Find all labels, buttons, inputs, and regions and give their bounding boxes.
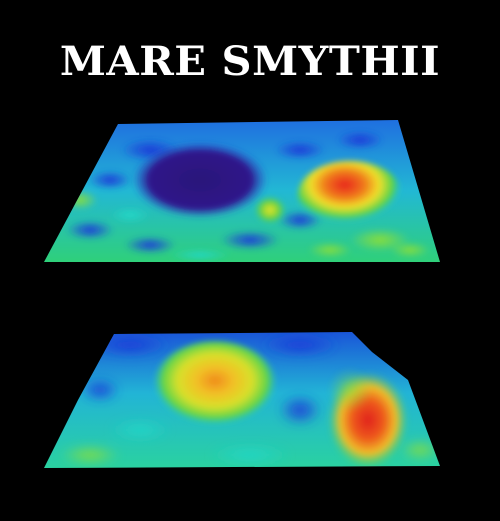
page-title: MARE SMYTHII [59,38,441,85]
bottom-surface-map [44,332,440,468]
top-surface-map [44,120,440,262]
